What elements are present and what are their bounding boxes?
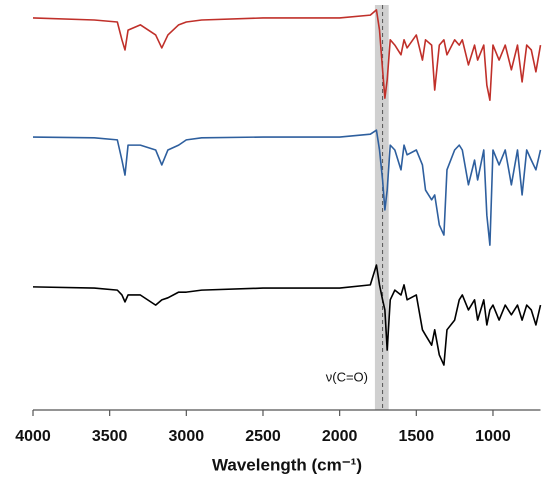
x-tick-label: 1000 (475, 428, 511, 445)
x-tick-label: 1500 (399, 428, 435, 445)
x-axis-label: Wavelength (cm⁻¹) (212, 455, 362, 474)
x-tick-label: 4000 (15, 428, 51, 445)
x-tick-label: 2500 (245, 428, 281, 445)
x-tick-label: 2000 (322, 428, 358, 445)
x-tick-label: 3000 (169, 428, 205, 445)
spectrum-line (32, 264, 542, 366)
x-tick-label: 3500 (92, 428, 128, 445)
annotation: ν(C=O) (326, 369, 368, 384)
spectrum-line (32, 129, 542, 246)
spectrum-line (32, 9, 542, 101)
